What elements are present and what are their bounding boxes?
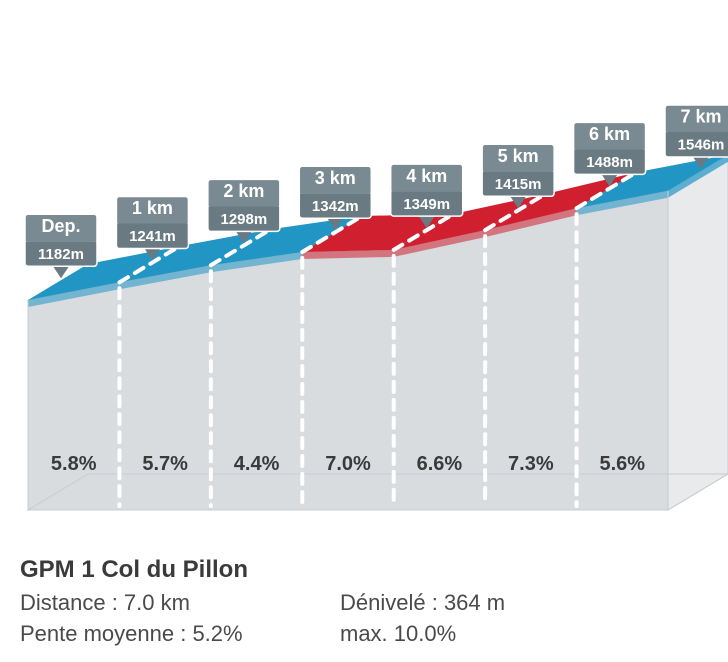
climb-title: GPM 1 Col du Pillon <box>20 556 600 584</box>
svg-text:1546m: 1546m <box>678 137 725 154</box>
stat-max: max. 10.0% <box>340 619 600 650</box>
svg-text:1415m: 1415m <box>495 176 542 193</box>
svg-text:1 km: 1 km <box>132 198 173 218</box>
svg-text:1298m: 1298m <box>220 211 267 228</box>
svg-text:7.3%: 7.3% <box>508 453 554 475</box>
climb-profile-chart: 5.8% 5.7% 4.4% 7.0% 6.6% 7.3% 5.6% Dep. 1182m 1 k… <box>0 0 728 540</box>
svg-text:4.4%: 4.4% <box>234 453 280 475</box>
svg-text:1488m: 1488m <box>586 154 633 171</box>
svg-text:3 km: 3 km <box>315 168 356 188</box>
svg-text:2 km: 2 km <box>223 181 264 201</box>
svg-text:1182m: 1182m <box>38 246 84 263</box>
stat-pente: Pente moyenne : 5.2% <box>20 619 280 650</box>
svg-text:6 km: 6 km <box>589 124 630 144</box>
climb-info: GPM 1 Col du Pillon Distance : 7.0 km Dé… <box>20 556 600 650</box>
svg-text:5.8%: 5.8% <box>51 453 97 475</box>
stat-distance: Distance : 7.0 km <box>20 588 280 619</box>
svg-text:6.6%: 6.6% <box>417 453 463 475</box>
svg-text:1241m: 1241m <box>129 228 176 245</box>
stat-denivele: Dénivelé : 364 m <box>340 588 600 619</box>
svg-text:5.6%: 5.6% <box>599 453 645 475</box>
svg-text:7 km: 7 km <box>680 107 721 127</box>
svg-text:5.7%: 5.7% <box>142 453 188 475</box>
svg-text:Dep.: Dep. <box>41 216 80 236</box>
svg-text:5 km: 5 km <box>498 146 539 166</box>
svg-text:4 km: 4 km <box>406 166 447 186</box>
svg-text:1349m: 1349m <box>403 196 450 213</box>
svg-text:1342m: 1342m <box>312 198 359 215</box>
svg-text:7.0%: 7.0% <box>325 453 371 475</box>
